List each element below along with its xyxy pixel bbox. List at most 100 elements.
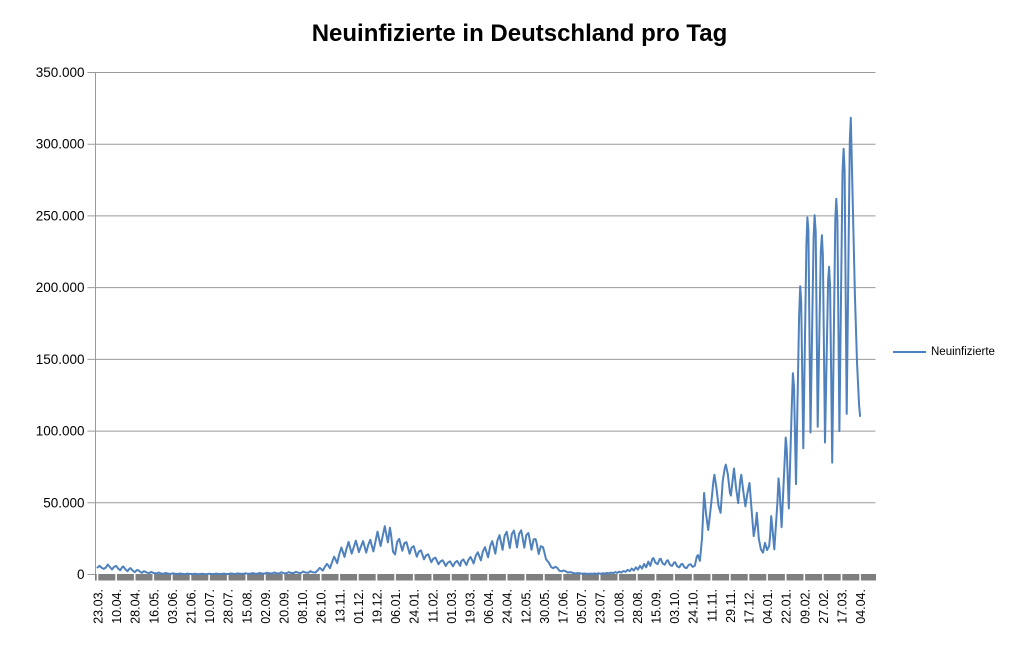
x-tick-label: 02.09. (259, 589, 273, 624)
x-tick-mark (264, 574, 266, 581)
x-tick-label: 06.04. (482, 589, 496, 624)
x-tick-mark (394, 574, 396, 581)
x-tick-mark (617, 574, 620, 581)
x-tick-mark (524, 574, 527, 581)
x-tick-mark (282, 574, 285, 581)
x-tick-mark (710, 574, 713, 581)
x-tick-mark (319, 574, 322, 581)
x-tick-mark (338, 574, 341, 581)
legend-label: Neuinfizierte (931, 346, 995, 358)
x-tick-mark (822, 574, 824, 581)
x-tick-mark (431, 574, 434, 581)
x-tick-mark (598, 574, 601, 581)
y-tick-label: 0 (77, 567, 85, 582)
x-axis-band (95, 574, 876, 581)
chart-title: Neuinfizierte in Deutschland pro Tag (311, 20, 728, 47)
x-tick-mark (766, 574, 768, 581)
x-tick-label: 28.08. (631, 589, 645, 624)
x-tick-mark (115, 574, 117, 581)
x-tick-mark (543, 574, 545, 581)
x-tick-label: 23.07. (594, 589, 608, 624)
x-tick-label: 29.11. (724, 589, 738, 623)
x-tick-mark (171, 574, 173, 581)
y-tick-label: 250.000 (36, 208, 85, 223)
x-tick-label: 28.07. (222, 589, 236, 624)
x-tick-mark (96, 574, 99, 581)
x-tick-mark (691, 574, 694, 581)
x-tick-label: 04.04. (854, 589, 868, 624)
x-tick-mark (859, 574, 861, 581)
x-tick-label: 06.01. (389, 589, 403, 624)
legend: Neuinfizierte (893, 344, 995, 360)
x-tick-label: 15.08. (240, 589, 254, 624)
x-tick-label: 17.06. (557, 589, 571, 624)
x-tick-label: 24.01. (408, 589, 422, 624)
x-tick-mark (226, 574, 229, 581)
x-tick-label: 11.11. (705, 589, 719, 622)
x-tick-label: 11.02. (426, 589, 440, 623)
x-tick-label: 04.01. (761, 589, 775, 624)
x-tick-label: 27.02. (817, 589, 831, 624)
legend-line-swatch (893, 351, 926, 353)
x-tick-mark (673, 574, 675, 581)
x-tick-label: 10.08. (612, 589, 626, 624)
x-tick-label: 17.03. (836, 589, 850, 624)
x-tick-label: 19.03. (464, 589, 478, 624)
x-tick-label: 01.12. (352, 589, 366, 624)
x-tick-mark (133, 574, 136, 581)
x-tick-mark (450, 574, 452, 581)
x-tick-label: 15.09. (650, 589, 664, 624)
x-tick-mark (561, 574, 564, 581)
x-tick-label: 28.04. (129, 589, 143, 624)
x-tick-label: 10.07. (203, 589, 217, 624)
x-tick-mark (412, 574, 415, 581)
y-tick-label: 100.000 (36, 424, 85, 439)
x-tick-label: 19.12. (371, 589, 385, 624)
x-tick-label: 08.10. (296, 589, 310, 624)
x-tick-mark (729, 574, 731, 581)
x-tick-label: 10.04. (110, 589, 124, 624)
x-tick-label: 16.05. (147, 589, 161, 624)
x-tick-label: 20.09. (278, 589, 292, 624)
x-tick-mark (468, 574, 471, 581)
x-tick-label: 03.10. (668, 589, 682, 624)
x-tick-mark (208, 574, 210, 581)
x-tick-label: 01.03. (445, 589, 459, 624)
y-tick-label: 150.000 (36, 352, 85, 367)
x-tick-label: 03.06. (166, 589, 180, 624)
x-tick-mark (152, 574, 155, 581)
series-line-neuinfizierte (96, 116, 862, 576)
x-tick-label: 26.10. (315, 589, 329, 624)
x-tick-mark (245, 574, 248, 581)
x-tick-mark (840, 574, 843, 581)
x-tick-mark (487, 574, 489, 581)
x-tick-mark (189, 574, 192, 581)
x-tick-label: 23.03. (92, 589, 106, 624)
x-tick-mark (580, 574, 582, 581)
x-tick-label: 05.07. (575, 589, 589, 624)
x-tick-mark (747, 574, 750, 581)
x-tick-mark (784, 574, 787, 581)
x-tick-label: 09.02. (798, 589, 812, 624)
x-tick-label: 17.12. (743, 589, 757, 624)
x-tick-mark (505, 574, 508, 581)
x-tick-label: 24.10. (687, 589, 701, 624)
y-tick-label: 50.000 (43, 495, 84, 510)
y-tick-label: 200.000 (36, 280, 85, 295)
x-tick-mark (803, 574, 806, 581)
x-tick-mark (357, 574, 359, 581)
x-tick-label: 24.04. (501, 589, 515, 624)
x-tick-label: 21.06. (185, 589, 199, 624)
x-tick-label: 12.05. (519, 589, 533, 624)
y-tick-label: 300.000 (36, 137, 85, 152)
x-tick-mark (654, 574, 657, 581)
x-tick-mark (636, 574, 638, 581)
x-tick-mark (375, 574, 378, 581)
y-tick-label: 350.000 (36, 65, 85, 80)
x-tick-mark (301, 574, 303, 581)
x-tick-label: 13.11. (333, 589, 347, 623)
x-tick-label: 30.05. (538, 589, 552, 624)
x-tick-label: 22.01. (780, 589, 794, 624)
